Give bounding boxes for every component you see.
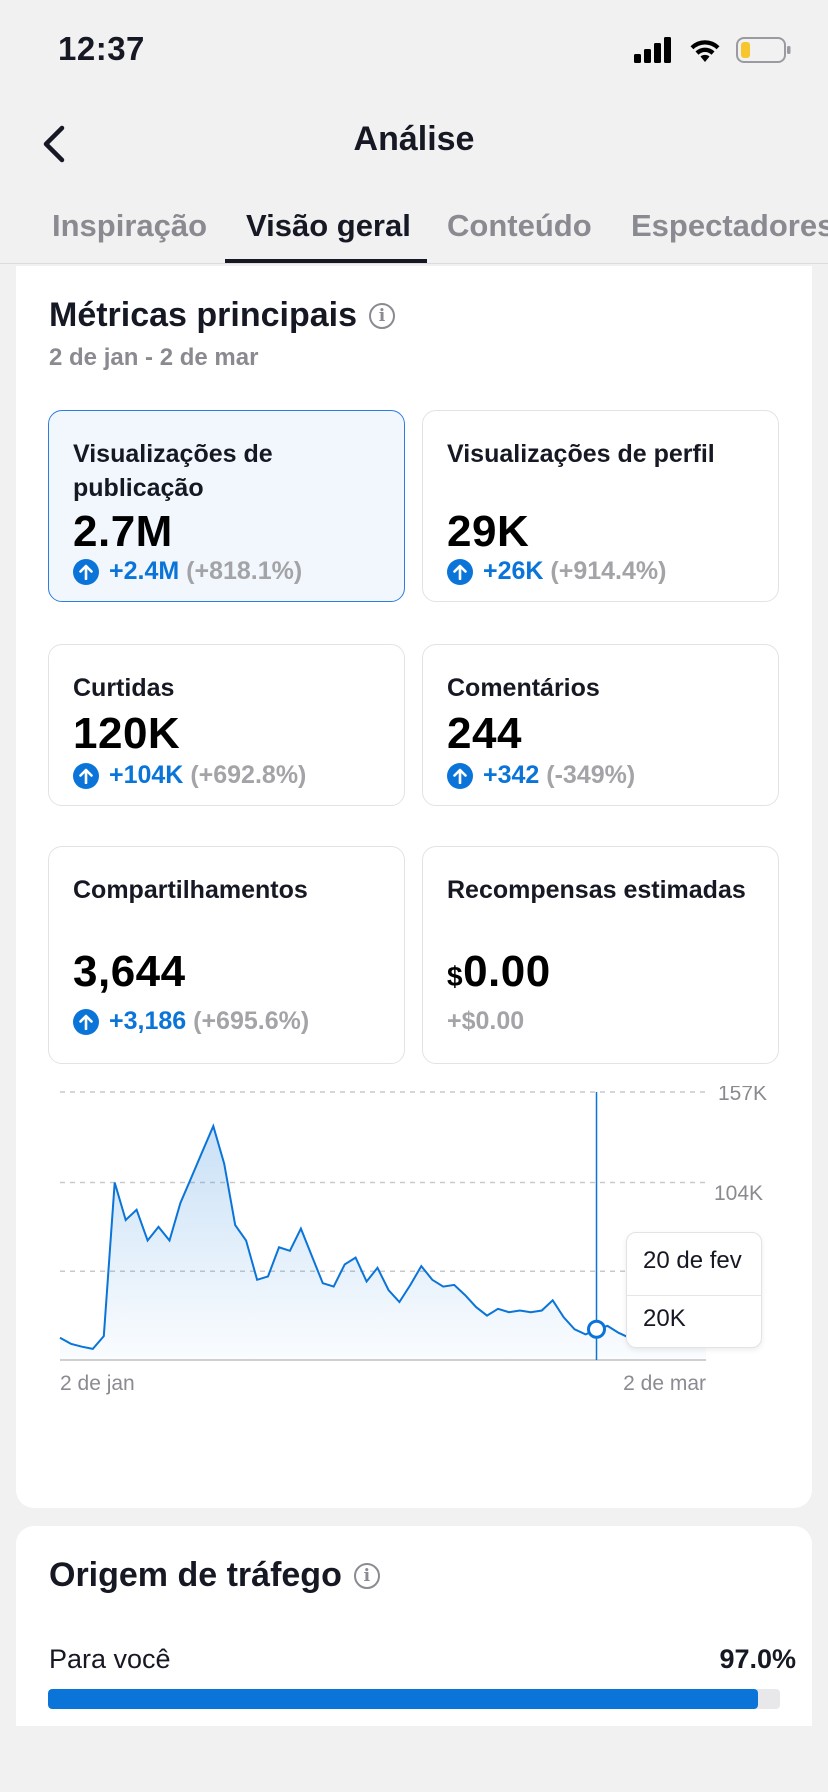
metric-card-comments[interactable]: Comentários 244 +342 (-349%) [422, 644, 779, 806]
status-time: 12:37 [58, 30, 145, 67]
tab-visao-geral[interactable]: Visão geral [246, 208, 411, 243]
status-icons [634, 32, 792, 68]
currency-symbol: $ [447, 961, 464, 992]
tooltip-date: 20 de fev [643, 1247, 742, 1274]
chart-area-fill [60, 1126, 706, 1360]
y-tick-label: 157K [718, 1086, 767, 1105]
info-icon[interactable]: i [353, 1562, 380, 1589]
cellular-signal-icon [634, 37, 671, 63]
traffic-title-text: Origem de tráfego [49, 1556, 342, 1594]
traffic-card: Origem de tráfego i Para você 97.0% [16, 1526, 812, 1726]
metric-delta: +2.4M [109, 557, 180, 585]
metric-label: Recompensas estimadas [447, 876, 746, 904]
traffic-source-value: 97.0% [719, 1644, 796, 1674]
chart-tooltip: 20 de fev 20K [626, 1232, 762, 1348]
metric-change-text: +$0.00 [447, 1007, 525, 1035]
back-button[interactable] [24, 114, 84, 174]
metric-pct: (+695.6%) [193, 1007, 310, 1035]
metrics-title-text: Métricas principais [49, 296, 358, 334]
battery-icon [736, 37, 791, 63]
traffic-source-label: Para você [49, 1644, 171, 1674]
metric-change: +342 (-349%) [447, 761, 635, 790]
wifi-icon [690, 40, 720, 62]
metric-pct: (+914.4%) [550, 557, 667, 585]
info-icon[interactable]: i [369, 302, 396, 329]
status-bar: 12:37 [0, 0, 828, 100]
traffic-progress-bar [48, 1689, 780, 1709]
chevron-left-icon [43, 125, 65, 163]
metric-card-profile-views[interactable]: Visualizações de perfil 29K +26K (+914.4… [422, 410, 779, 602]
metric-label: Curtidas [73, 674, 175, 702]
metric-label: Compartilhamentos [73, 876, 308, 904]
x-tick-label: 2 de jan [60, 1372, 135, 1395]
metric-label: Comentários [447, 674, 600, 702]
page-title: Análise [353, 120, 475, 158]
x-tick-label: 2 de mar [623, 1372, 706, 1395]
metric-card-rewards[interactable]: Recompensas estimadas $0.00 +$0.00 [422, 846, 779, 1064]
arrow-up-icon [73, 558, 99, 585]
nav-header: Análise [0, 100, 828, 190]
metric-change: +104K (+692.8%) [73, 761, 306, 790]
chart-highlight-point [587, 1319, 607, 1339]
metric-value: 2.7M [73, 507, 173, 556]
metric-change: +$0.00 [447, 1007, 524, 1036]
metric-delta: +104K [109, 761, 184, 789]
date-range: 2 de jan - 2 de mar [49, 344, 259, 371]
metric-value: 29K [447, 507, 530, 556]
metrics-card: Métricas principais i 2 de jan - 2 de ma… [16, 266, 812, 1508]
metric-label: Visualizações de publicação [73, 440, 273, 502]
traffic-progress-fill [48, 1689, 759, 1709]
metric-label: Visualizações de perfil [447, 440, 715, 468]
metric-delta: +26K [483, 557, 544, 585]
metrics-chart[interactable]: 157K 104K 2 de jan 2 de mar [16, 1086, 812, 1466]
metric-change: +3,186 (+695.6%) [73, 1007, 309, 1036]
arrow-up-icon [73, 762, 99, 789]
metric-value: 3,644 [73, 947, 186, 996]
metrics-section-title: Métricas principais i [49, 296, 396, 335]
metric-change: +2.4M (+818.1%) [73, 557, 302, 586]
tab-bar: Inspiração Visão geral Conteúdo Espectad… [0, 196, 828, 264]
metric-pct: (+818.1%) [186, 557, 303, 585]
active-tab-indicator [225, 259, 427, 263]
metric-pct: (+692.8%) [190, 761, 307, 789]
tooltip-value: 20K [643, 1305, 686, 1332]
metric-value: 244 [447, 709, 522, 758]
traffic-section-title: Origem de tráfego i [49, 1556, 380, 1595]
arrow-up-icon [447, 762, 473, 789]
y-tick-label: 104K [714, 1182, 763, 1205]
metric-value-number: 0.00 [463, 947, 551, 996]
metric-card-post-views[interactable]: Visualizações de publicação 2.7M +2.4M (… [48, 410, 405, 602]
tab-espectadores[interactable]: Espectadores [631, 208, 828, 243]
metric-delta: +342 [483, 761, 540, 789]
tab-inspiracao[interactable]: Inspiração [52, 208, 208, 243]
arrow-up-icon [447, 558, 473, 585]
arrow-up-icon [73, 1008, 99, 1035]
metric-value: $0.00 [447, 947, 551, 997]
metric-card-likes[interactable]: Curtidas 120K +104K (+692.8%) [48, 644, 405, 806]
metric-delta: +3,186 [109, 1007, 187, 1035]
metric-change: +26K (+914.4%) [447, 557, 666, 586]
metric-card-shares[interactable]: Compartilhamentos 3,644 +3,186 (+695.6%) [48, 846, 405, 1064]
tab-conteudo[interactable]: Conteúdo [447, 208, 592, 243]
tooltip-divider [627, 1295, 761, 1296]
metric-pct: (-349%) [546, 761, 636, 789]
metric-value: 120K [73, 709, 181, 758]
